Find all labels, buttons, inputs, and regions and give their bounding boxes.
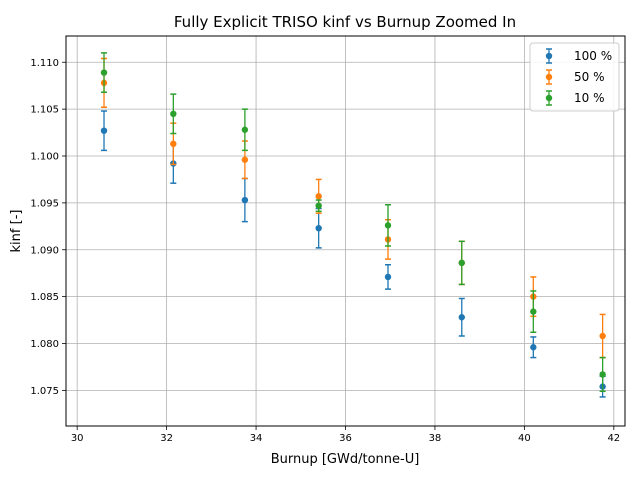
data-point bbox=[384, 222, 392, 229]
legend-item-0: 100 % bbox=[545, 48, 612, 64]
data-point bbox=[100, 127, 108, 134]
chart-title: Fully Explicit TRISO kinf vs Burnup Zoom… bbox=[174, 13, 516, 31]
data-point bbox=[458, 259, 465, 267]
y-tick-label: 1.080 bbox=[30, 339, 59, 350]
x-tick-label: 40 bbox=[518, 433, 531, 444]
data-point bbox=[599, 332, 606, 340]
data-point bbox=[530, 344, 537, 351]
legend-label: 100 % bbox=[574, 49, 612, 63]
tick-layer: 30 32 34 36 38 40 42 1.075 1.080 1.085 1.090 1.095 1… bbox=[30, 58, 620, 444]
x-tick-label: 34 bbox=[250, 433, 263, 444]
legend-marker-dot bbox=[545, 52, 553, 60]
x-tick-label: 42 bbox=[607, 433, 620, 444]
y-tick-label: 1.105 bbox=[30, 105, 59, 116]
data-point bbox=[599, 371, 606, 378]
x-tick-label: 32 bbox=[160, 433, 173, 444]
y-tick-label: 1.075 bbox=[30, 386, 59, 397]
data-point bbox=[241, 156, 249, 163]
data-point bbox=[170, 110, 177, 118]
data-point bbox=[315, 224, 322, 232]
data-point bbox=[100, 69, 108, 76]
x-tick-label: 38 bbox=[429, 433, 442, 444]
legend-frame bbox=[529, 42, 620, 112]
x-axis-label: Burnup [GWd/tonne-U] bbox=[271, 452, 420, 467]
data-point bbox=[241, 126, 249, 133]
series-2 bbox=[100, 52, 606, 393]
data-point bbox=[458, 314, 465, 321]
series-0 bbox=[100, 110, 606, 398]
legend-label: 50 % bbox=[574, 70, 605, 84]
data-point bbox=[315, 202, 322, 209]
data-point bbox=[530, 308, 537, 315]
legend-marker-dot bbox=[545, 73, 553, 81]
y-tick-label: 1.100 bbox=[30, 152, 59, 163]
x-tick-label: 36 bbox=[339, 433, 352, 444]
legend-item-2: 10 % bbox=[545, 90, 605, 106]
y-tick-label: 1.090 bbox=[30, 245, 59, 256]
series-layer bbox=[100, 52, 606, 398]
y-tick-label: 1.095 bbox=[30, 198, 59, 209]
legend-item-1: 50 % bbox=[545, 69, 605, 85]
y-tick-label: 1.110 bbox=[30, 58, 59, 69]
data-point bbox=[315, 193, 322, 200]
legend: 100 % 50 % 10 % bbox=[529, 42, 620, 112]
y-axis-label: kinf [-] bbox=[9, 210, 24, 253]
x-tick-label: 30 bbox=[71, 433, 84, 444]
data-point bbox=[170, 140, 177, 148]
legend-label: 10 % bbox=[574, 91, 605, 105]
data-point bbox=[241, 196, 249, 204]
legend-marker-dot bbox=[545, 94, 553, 102]
data-point bbox=[384, 273, 392, 281]
y-tick-label: 1.085 bbox=[30, 292, 59, 303]
